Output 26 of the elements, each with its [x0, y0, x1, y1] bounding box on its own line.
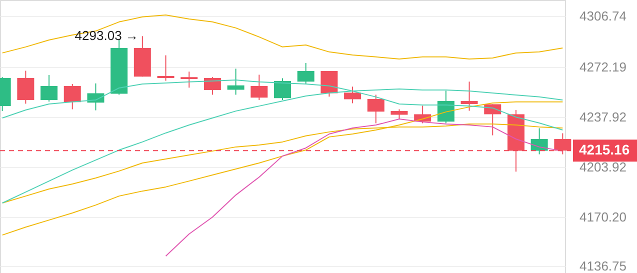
candlestick	[390, 108, 408, 120]
candlestick	[40, 74, 58, 102]
candlestick	[320, 70, 338, 98]
candlestick	[204, 76, 221, 96]
candlestick	[437, 90, 454, 124]
y-tick-label: 4272.19	[580, 59, 626, 74]
candlestick	[274, 78, 291, 101]
y-tick-label: 4306.74	[580, 8, 626, 24]
candlestick	[367, 94, 384, 124]
candlestick	[157, 54, 174, 82]
y-tick-label: 4203.92	[580, 160, 626, 175]
y-tick-label: 4136.75	[580, 258, 626, 273]
candlestick	[344, 86, 362, 104]
candlestick	[227, 68, 244, 96]
candlestick	[17, 70, 34, 104]
y-tick-label: 4237.92	[580, 110, 626, 125]
annotation: 4293.03 →	[74, 28, 138, 44]
candlestick	[64, 83, 81, 110]
y-tick-label: 4170.20	[580, 209, 626, 224]
line-series	[2, 101, 564, 236]
line-series	[2, 14, 564, 60]
candlestick	[250, 74, 268, 101]
ref-line-label: 4215.16	[579, 142, 630, 158]
candlestick	[297, 62, 314, 85]
candlestick	[180, 71, 198, 88]
candlestick	[460, 81, 478, 112]
